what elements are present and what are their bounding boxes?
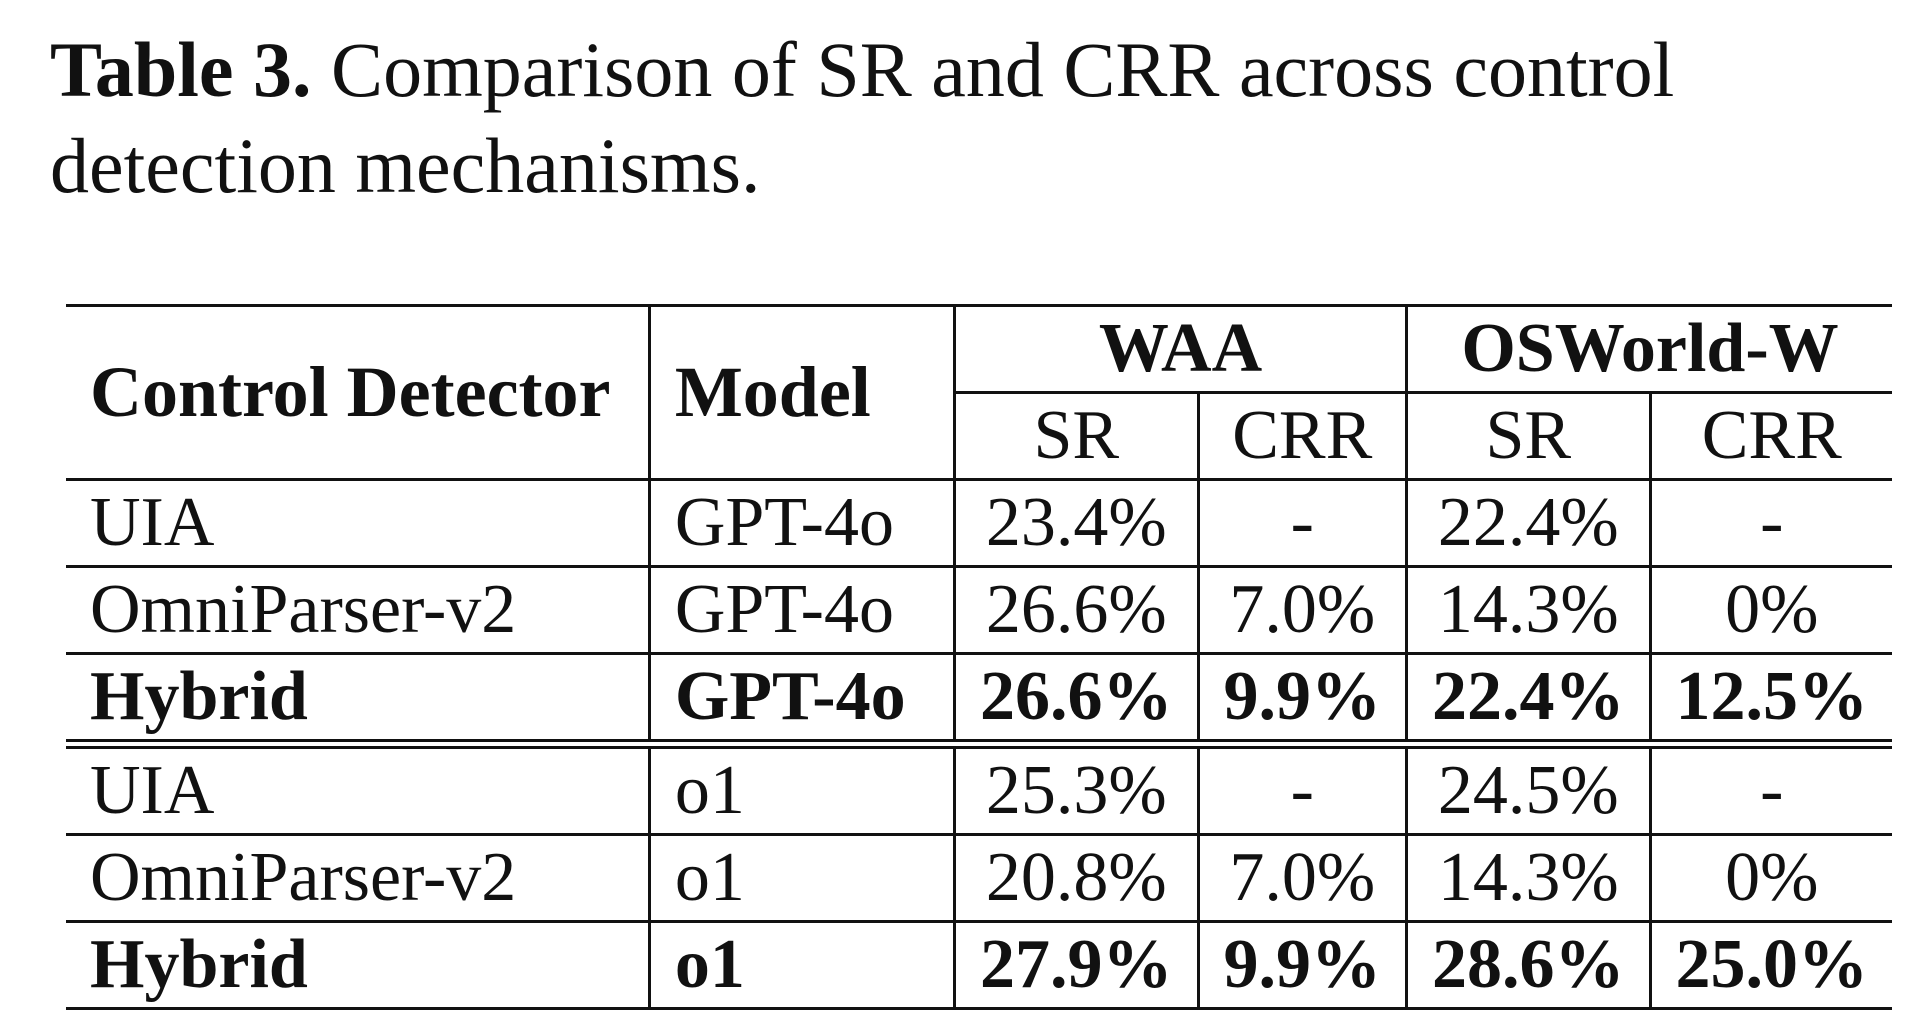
cell-model: o1	[647, 921, 955, 1010]
cell-waa-sr: 25.3%	[953, 744, 1198, 836]
header-osworld-sr: SR	[1405, 392, 1650, 481]
cell-detector: OmniParser-v2	[66, 566, 650, 655]
cell-waa-crr: 7.0%	[1196, 566, 1407, 655]
cell-waa-sr: 26.6%	[953, 566, 1198, 655]
cell-model: GPT-4o	[647, 566, 955, 655]
cell-model: GPT-4o	[647, 653, 955, 749]
cell-waa-crr: -	[1196, 744, 1407, 836]
cell-osworld-crr: 0%	[1648, 834, 1892, 923]
table-row: Hybrid o1 27.9% 9.9% 28.6% 25.0%	[66, 921, 1892, 1010]
table-caption: Table 3. Comparison of SR and CRR across…	[50, 22, 1910, 214]
cell-osworld-sr: 14.3%	[1405, 834, 1650, 923]
table-row: UIA GPT-4o 23.4% - 22.4% -	[66, 479, 1892, 568]
header-model: Model	[647, 304, 955, 481]
cell-osworld-crr: -	[1648, 744, 1892, 836]
cell-osworld-sr: 28.6%	[1405, 921, 1650, 1010]
caption-label: Table 3.	[50, 26, 312, 113]
cell-waa-crr: 9.9%	[1196, 921, 1407, 1010]
table-row: UIA o1 25.3% - 24.5% -	[66, 744, 1892, 836]
cell-detector: UIA	[66, 744, 650, 836]
results-table: Control Detector Model WAA OSWorld-W SR …	[66, 304, 1892, 1010]
cell-osworld-sr: 24.5%	[1405, 744, 1650, 836]
cell-model: o1	[647, 834, 955, 923]
cell-osworld-sr: 22.4%	[1405, 479, 1650, 568]
cell-osworld-crr: 12.5%	[1648, 653, 1892, 749]
cell-osworld-crr: -	[1648, 479, 1892, 568]
table-row: Hybrid GPT-4o 26.6% 9.9% 22.4% 12.5%	[66, 653, 1892, 749]
cell-waa-sr: 20.8%	[953, 834, 1198, 923]
cell-waa-crr: 7.0%	[1196, 834, 1407, 923]
header-row-sub: SR CRR SR CRR	[66, 392, 1892, 481]
cell-detector: UIA	[66, 479, 650, 568]
cell-detector: Hybrid	[66, 921, 650, 1010]
header-group-waa: WAA	[953, 304, 1407, 394]
cell-waa-sr: 26.6%	[953, 653, 1198, 749]
header-osworld-crr: CRR	[1648, 392, 1892, 481]
cell-model: o1	[647, 744, 955, 836]
header-waa-sr: SR	[953, 392, 1198, 481]
cell-osworld-crr: 25.0%	[1648, 921, 1892, 1010]
table-row: OmniParser-v2 GPT-4o 26.6% 7.0% 14.3% 0%	[66, 566, 1892, 655]
cell-waa-crr: -	[1196, 479, 1407, 568]
cell-osworld-sr: 22.4%	[1405, 653, 1650, 749]
header-group-osworld: OSWorld-W	[1405, 304, 1892, 394]
cell-osworld-sr: 14.3%	[1405, 566, 1650, 655]
cell-osworld-crr: 0%	[1648, 566, 1892, 655]
cell-waa-sr: 23.4%	[953, 479, 1198, 568]
cell-waa-sr: 27.9%	[953, 921, 1198, 1010]
cell-waa-crr: 9.9%	[1196, 653, 1407, 749]
cell-model: GPT-4o	[647, 479, 955, 568]
cell-detector: OmniParser-v2	[66, 834, 650, 923]
header-waa-crr: CRR	[1196, 392, 1407, 481]
cell-detector: Hybrid	[66, 653, 650, 749]
table-row: OmniParser-v2 o1 20.8% 7.0% 14.3% 0%	[66, 834, 1892, 923]
header-row-top: Control Detector Model WAA OSWorld-W	[66, 304, 1892, 481]
header-control-detector: Control Detector	[66, 304, 650, 481]
caption-text: Comparison of SR and CRR across control …	[50, 26, 1675, 209]
